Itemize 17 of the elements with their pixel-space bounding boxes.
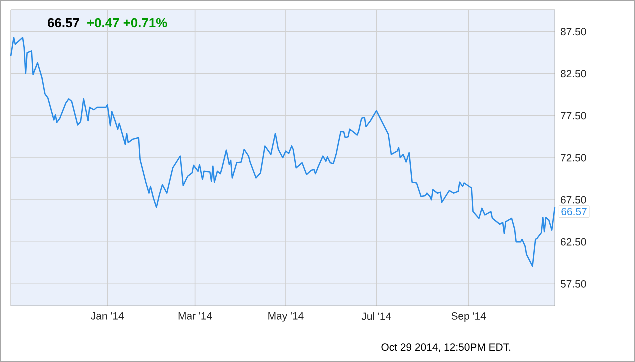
text: +0.47 +0.71%: [88, 18, 168, 28]
y-tick-label: 67.50: [561, 196, 586, 204]
x-tick-label: Jan '14: [91, 312, 124, 320]
y-tick-label: 57.50: [560, 280, 586, 288]
x-tick-label: Mar '14: [178, 312, 212, 320]
text: Oct 29 2014, 12:50PM EDT.: [382, 344, 511, 352]
y-tick-label: 62.50: [561, 238, 586, 246]
x-tick-label: May '14: [268, 312, 304, 322]
text: 66.57: [48, 18, 80, 28]
y-tick-label: 82.50: [560, 70, 586, 78]
x-tick-label: Sep '14: [452, 312, 486, 322]
y-tick-label: 77.50: [561, 112, 586, 120]
y-tick-label: 72.50: [561, 154, 586, 162]
x-tick-label: Jul '14: [362, 312, 392, 320]
line-series: [10, 37, 556, 268]
y-tick-label: 87.50: [560, 28, 586, 36]
annotation: 66.57: [562, 208, 587, 216]
